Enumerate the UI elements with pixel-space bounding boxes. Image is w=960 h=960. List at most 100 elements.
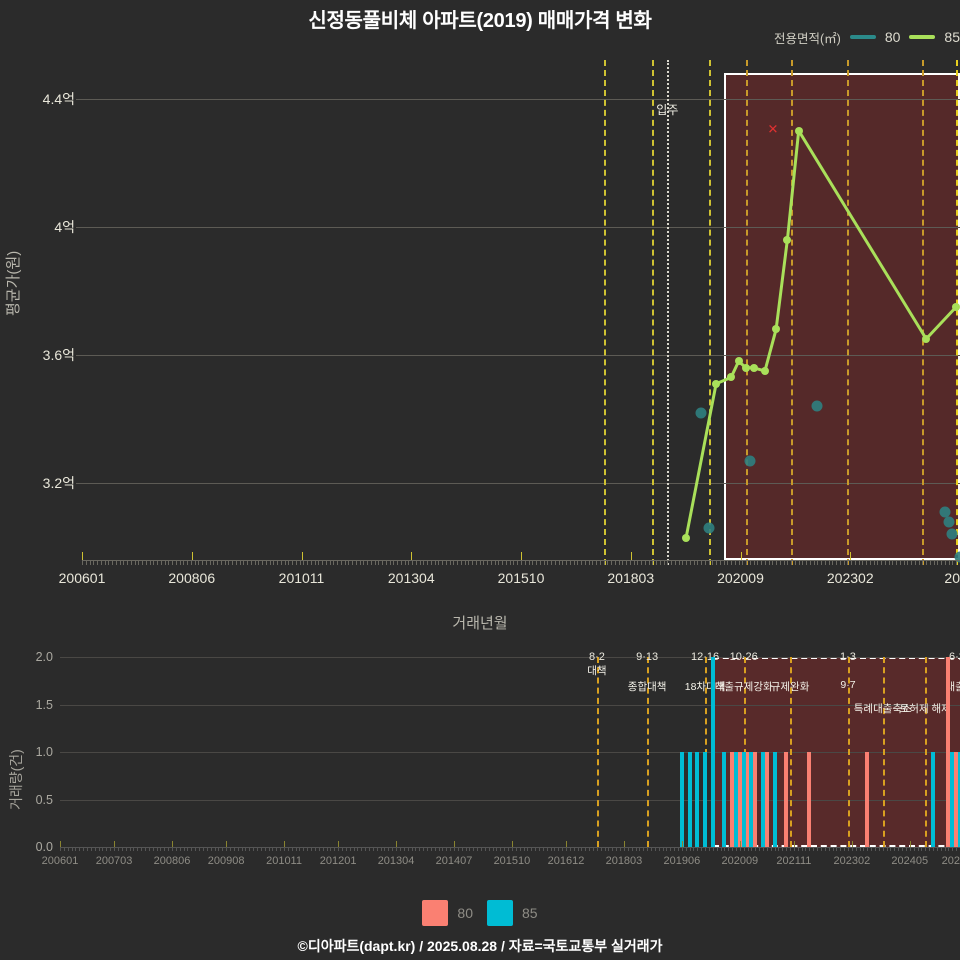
price-point-85[interactable] [783,235,792,244]
price-point-80[interactable] [943,516,955,528]
volume-bar-80[interactable] [954,752,959,847]
volume-x-tick-label: 201510 [493,855,531,867]
price-x-tick [164,560,166,565]
volume-x-tick [172,847,174,851]
price-x-tick [397,560,399,565]
volume-bar-80[interactable] [745,752,750,847]
volume-x-tick [307,847,309,851]
volume-x-tick [341,847,343,851]
price-x-tick [322,560,324,565]
volume-bar-85[interactable] [722,752,727,847]
price-x-tick [926,560,928,565]
volume-y-tick-label: 0.5 [35,792,53,807]
volume-bar-85[interactable] [772,752,777,847]
price-x-major-tick [521,552,522,560]
price-point-85[interactable] [922,334,931,343]
volume-bar-80[interactable] [753,752,758,847]
legend-swatch-80[interactable] [849,35,876,39]
price-point-85[interactable] [742,363,751,372]
price-x-tick [798,560,800,565]
volume-bar-85[interactable] [749,752,754,847]
price-point-85[interactable] [727,373,736,382]
volume-x-tick [527,847,529,851]
volume-x-tick [423,847,425,851]
volume-x-tick [206,847,208,851]
price-point-80[interactable] [939,506,951,518]
price-point-80[interactable] [744,455,756,467]
price-point-85[interactable] [760,366,769,375]
volume-x-tick [623,847,625,851]
price-point-80[interactable] [695,407,707,419]
price-x-tick [460,560,462,565]
price-x-tick [663,560,665,565]
volume-bar-85[interactable] [703,752,708,847]
price-x-tick [179,560,181,565]
volume-bar-85[interactable] [733,752,738,847]
legend-swatch-85[interactable] [909,35,936,39]
volume-x-tick-label: 202111 [776,855,812,867]
price-x-tick [566,560,568,565]
price-point-85[interactable] [772,325,781,334]
price-point-85[interactable] [794,126,803,135]
price-x-tick [607,560,609,565]
volume-x-tick [500,847,502,851]
volume-bar-80[interactable] [946,657,951,847]
volume-x-tick [504,847,506,851]
volume-bar-85[interactable] [958,752,960,847]
volume-legend-item-80[interactable]: 80 [422,900,473,926]
price-x-major-tick [82,552,83,560]
price-x-tick [202,560,204,565]
volume-x-major-tick [226,841,228,847]
price-point-85[interactable] [734,357,743,366]
price-x-tick [753,560,755,565]
volume-bar-85[interactable] [741,752,746,847]
price-point-80[interactable] [954,551,960,563]
volume-x-tick [110,847,112,851]
volume-legend-item-85[interactable]: 85 [487,900,538,926]
volume-bar-80[interactable] [807,752,812,847]
volume-bar-80[interactable] [730,752,735,847]
price-x-tick [145,560,147,565]
price-point-85[interactable] [749,363,758,372]
price-x-tick [547,560,549,565]
price-point-80[interactable] [703,522,715,534]
volume-event-label: 규제완화 [770,681,810,693]
price-x-major-tick [411,552,413,560]
volume-bar-80[interactable] [784,752,789,847]
volume-x-tick [952,847,954,851]
volume-bar-85[interactable] [679,752,684,847]
volume-bar-85[interactable] [950,752,955,847]
volume-x-major-tick [172,841,174,847]
price-point-85[interactable] [952,302,960,311]
price-x-tick-label: 201011 [278,570,325,586]
volume-bar-80[interactable] [764,752,769,847]
volume-bar-80[interactable] [865,752,870,847]
price-x-tick [851,560,853,565]
volume-x-tick [720,847,722,851]
volume-bar-85[interactable] [695,752,700,847]
price-x-tick [89,560,91,565]
price-x-tick [659,560,661,565]
volume-bar-85[interactable] [687,752,692,847]
price-x-tick [956,560,958,565]
price-x-tick [866,560,868,565]
price-x-tick [847,560,849,565]
volume-x-tick [268,847,270,851]
volume-x-tick [631,847,633,851]
price-x-tick [329,560,331,565]
price-point-80[interactable] [811,400,823,412]
price-x-tick [138,560,140,565]
volume-bar-80[interactable] [737,752,742,847]
volume-x-tick [650,847,652,851]
volume-bar-85[interactable] [930,752,935,847]
price-point-80[interactable] [946,528,958,540]
price-point-85[interactable] [712,379,721,388]
legend-value-85[interactable]: 85 [944,29,960,45]
legend-value-80[interactable]: 80 [884,29,901,45]
volume-x-tick [562,847,564,851]
volume-x-tick [276,847,278,851]
price-point-85[interactable] [682,533,691,542]
volume-bar-85[interactable] [761,752,765,847]
volume-bar-85[interactable] [710,657,715,847]
volume-x-tick [141,847,143,851]
